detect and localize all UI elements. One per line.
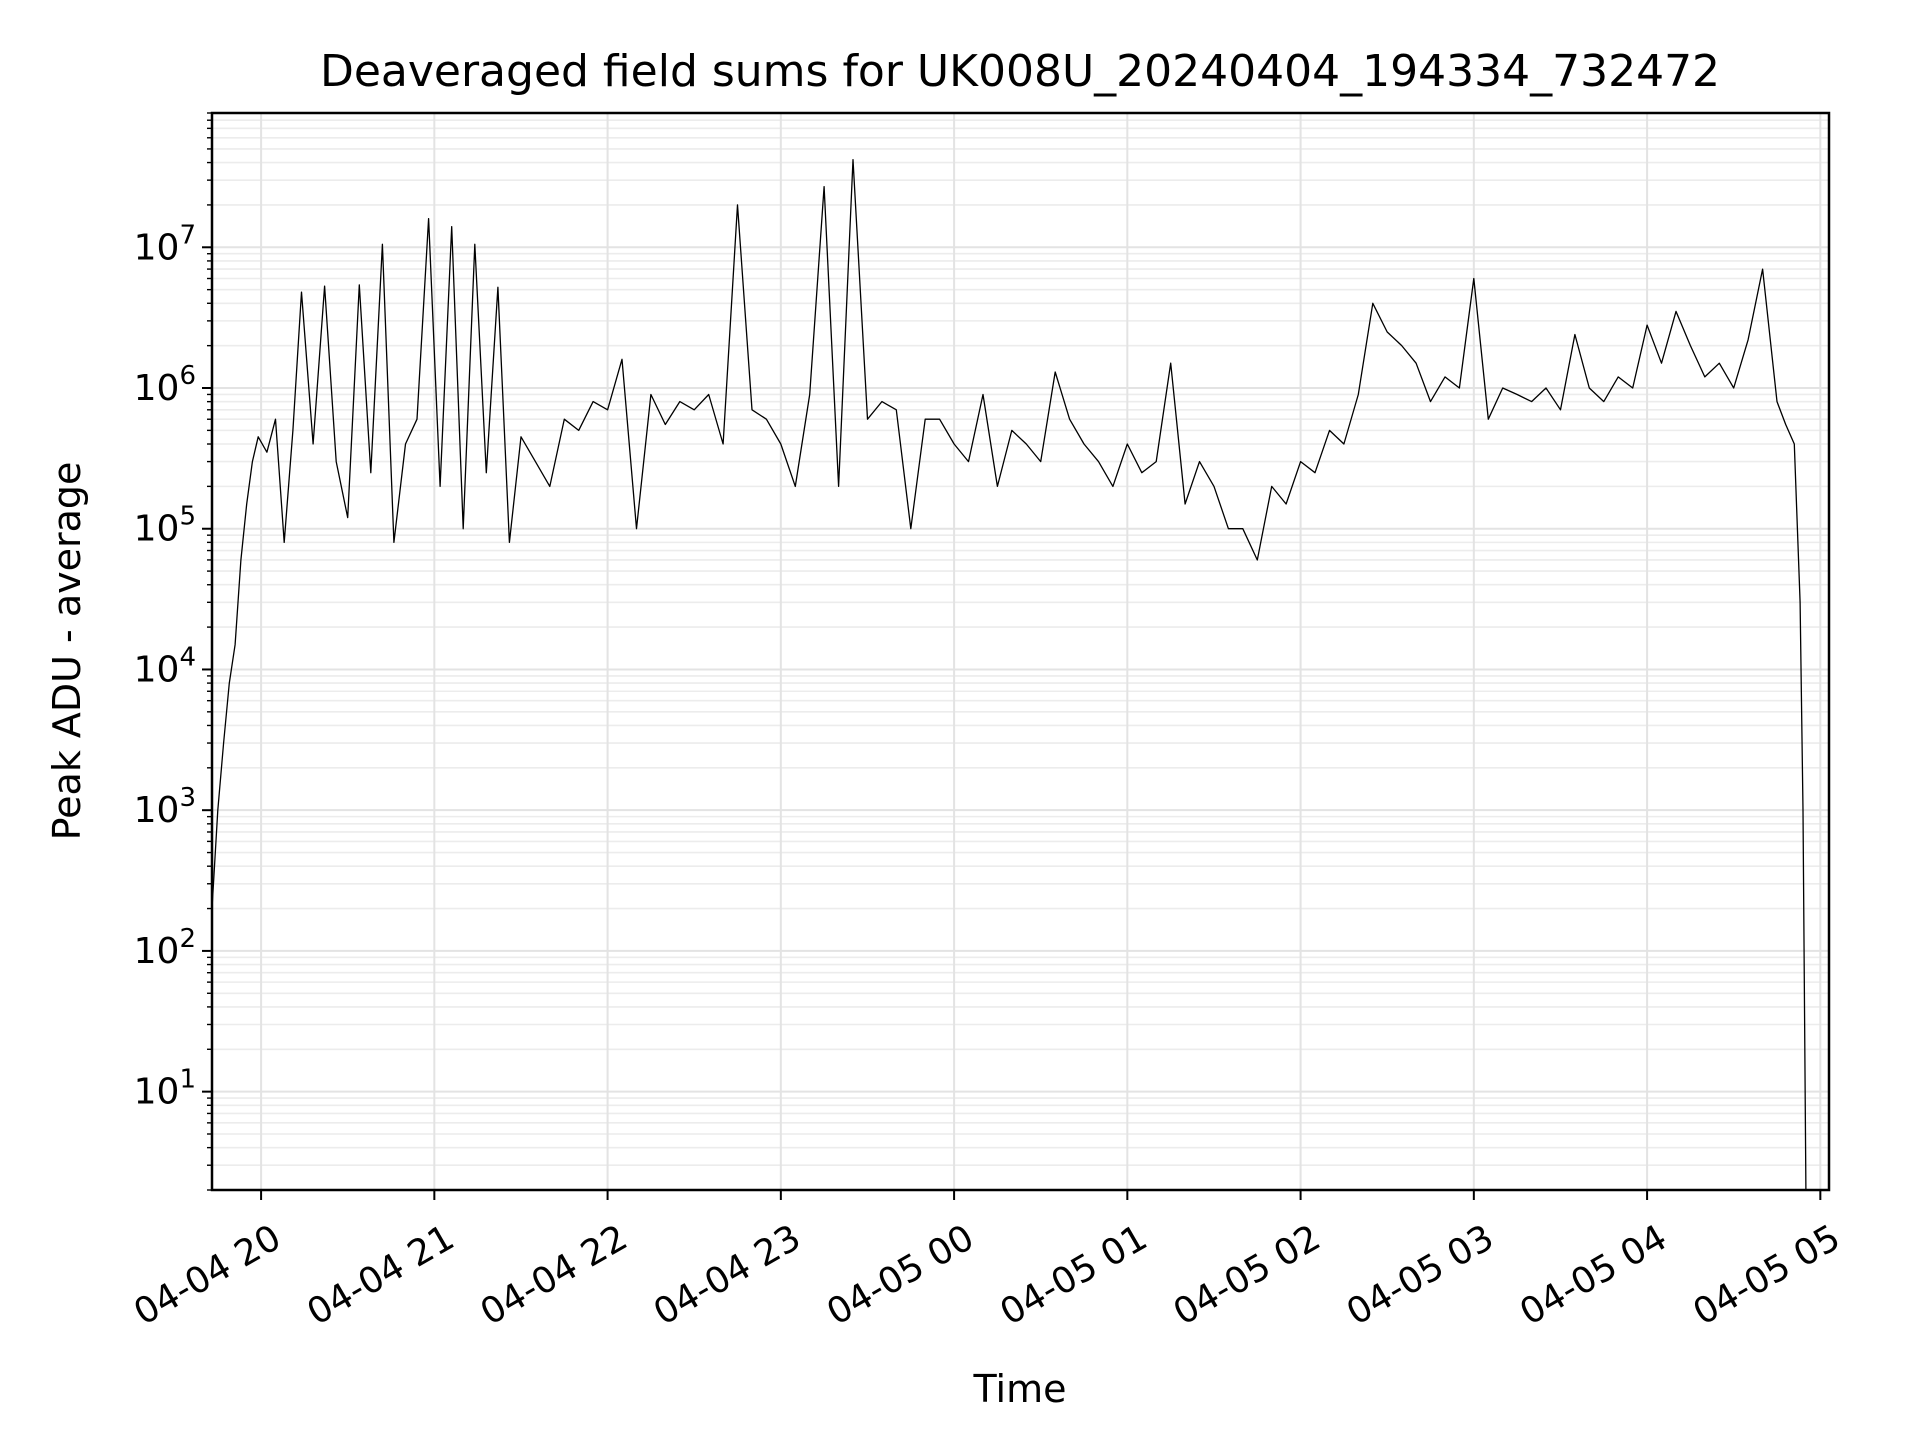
y-tick-label: 105 xyxy=(134,502,196,550)
y-tick-label: 106 xyxy=(134,361,196,409)
y-axis-ticks: 101 102 103 104 105 106 107 xyxy=(134,112,212,1191)
y-tick-label: 101 xyxy=(134,1065,196,1113)
series-layer xyxy=(211,158,1807,1191)
x-axis-label: Time xyxy=(973,1367,1067,1411)
y-tick-label: 104 xyxy=(134,642,196,690)
grid-minor-lines xyxy=(212,112,1829,1191)
y-tick-label: 107 xyxy=(134,220,196,268)
plot-frame xyxy=(210,111,1831,1192)
y-axis-label: Peak ADU - average xyxy=(45,462,89,841)
y-tick-label: 103 xyxy=(134,783,196,831)
chart-title: Deaveraged field sums for UK008U_2024040… xyxy=(320,46,1720,97)
y-tick-label: 102 xyxy=(134,924,196,972)
series-line xyxy=(211,158,1807,1191)
